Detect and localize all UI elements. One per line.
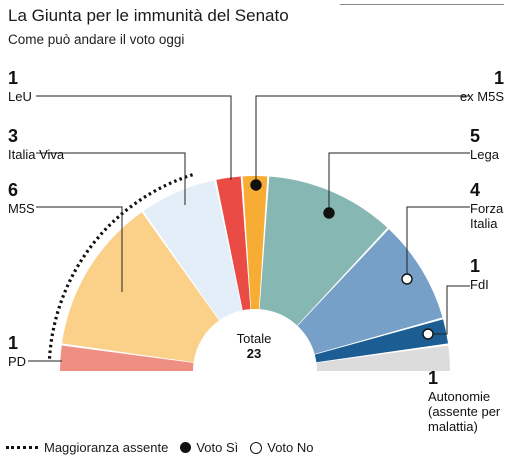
leader-line-italia-viva: [36, 152, 186, 205]
legend: Maggioranza assente Voto Sì Voto No: [6, 440, 326, 455]
black-dot-icon: [180, 442, 192, 453]
label-leu-line-0: LeU: [8, 89, 32, 104]
vote-marker-lega: [323, 207, 335, 219]
legend-vote-yes: Voto Sì: [180, 440, 238, 455]
legend-vote-yes-label: Voto Sì: [196, 440, 239, 455]
label-autonomie-assente-per-malattia-line-2: malattia): [428, 419, 478, 434]
leader-line-fdi: [428, 285, 470, 335]
chart-subtitle: Come può andare il voto oggi: [8, 32, 185, 47]
count-forza-italia: 4: [470, 180, 480, 200]
label-pd-line-0: PD: [8, 354, 26, 369]
chart-title: La Giunta per le immunità del Senato: [8, 6, 289, 25]
vote-marker-ex-m5s: [250, 179, 262, 191]
leader-line-leu: [36, 95, 232, 180]
count-leu: 1: [8, 68, 18, 88]
count-fdi: 1: [470, 256, 480, 276]
legend-majority-absent: Maggioranza assente: [6, 440, 168, 455]
count-lega: 5: [470, 126, 480, 146]
top-rule: [340, 4, 504, 5]
slice-fdi: [314, 319, 449, 363]
dotted-line-icon: [6, 446, 38, 449]
label-ex-m5s-line-0: ex M5S: [460, 89, 504, 104]
count-m5s: 6: [8, 180, 18, 200]
label-autonomie-assente-per-malattia-line-1: (assente per: [428, 404, 501, 419]
slice-leu: [216, 176, 251, 311]
label-autonomie-assente-per-malattia-line-0: Autonomie: [428, 389, 490, 404]
label-forza-italia-line-0: Forza: [470, 201, 504, 216]
slice-ex-m5s: [242, 176, 268, 310]
leader-line-lega: [328, 152, 470, 213]
leader-line-forza-italia: [406, 206, 470, 279]
label-m5s-line-0: M5S: [8, 201, 35, 216]
label-fdi-line-0: FdI: [470, 277, 489, 292]
count-ex-m5s: 1: [494, 68, 504, 88]
label-italia-viva-line-0: Italia Viva: [8, 147, 65, 162]
legend-majority-absent-label: Maggioranza assente: [44, 440, 169, 455]
slice-forza-italia: [297, 229, 443, 354]
leader-line-m5s: [36, 206, 123, 292]
label-lega-line-0: Lega: [470, 147, 500, 162]
legend-vote-no-label: Voto No: [267, 440, 314, 455]
vote-marker-fdi: [422, 328, 434, 340]
legend-vote-no: Voto No: [250, 440, 314, 455]
slice-m5s: [61, 212, 219, 363]
label-forza-italia-line-1: Italia: [470, 216, 498, 231]
total-value: 23: [247, 346, 261, 361]
slice-italia-viva: [143, 180, 243, 321]
total-label: Totale: [237, 331, 272, 346]
slice-autonomie-assente-per-malattia: [316, 345, 450, 371]
slice-pd: [60, 345, 194, 371]
leader-line-ex-m5s: [255, 95, 470, 185]
white-dot-icon: [250, 441, 263, 454]
count-italia-viva: 3: [8, 126, 18, 146]
slice-lega: [259, 176, 388, 326]
count-autonomie-assente-per-malattia: 1: [428, 368, 438, 388]
vote-marker-forza-italia: [401, 273, 413, 285]
count-pd: 1: [8, 333, 18, 353]
